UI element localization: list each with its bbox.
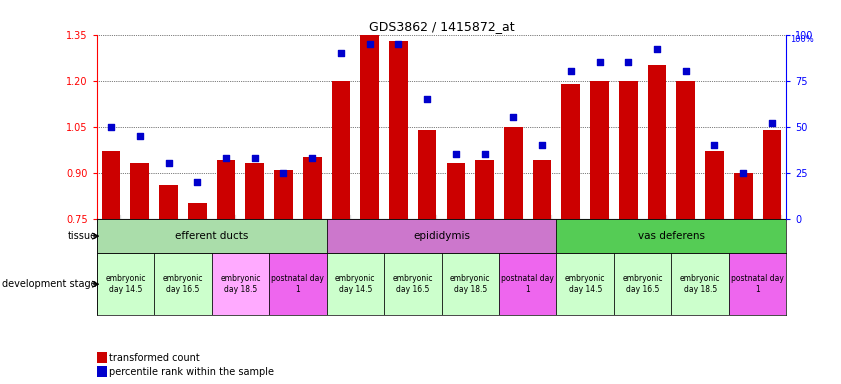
Bar <box>614 253 671 315</box>
Text: vas deferens: vas deferens <box>637 231 705 241</box>
Bar <box>648 65 666 219</box>
Point <box>708 142 722 148</box>
Bar <box>97 253 154 315</box>
Bar <box>384 253 442 315</box>
Text: tissue: tissue <box>67 231 97 241</box>
Text: embryonic
day 16.5: embryonic day 16.5 <box>622 275 663 294</box>
Bar <box>447 164 465 219</box>
Point <box>536 142 549 148</box>
Bar <box>562 84 580 219</box>
Bar <box>274 170 293 219</box>
Bar <box>130 164 149 219</box>
Point <box>478 151 491 157</box>
Bar <box>303 157 321 219</box>
Point <box>679 68 692 74</box>
Text: efferent ducts: efferent ducts <box>175 231 248 241</box>
Point <box>593 59 606 65</box>
Title: GDS3862 / 1415872_at: GDS3862 / 1415872_at <box>368 20 515 33</box>
Bar <box>671 253 729 315</box>
Bar <box>360 35 379 219</box>
Bar <box>705 151 724 219</box>
Point <box>564 68 578 74</box>
Text: embryonic
day 16.5: embryonic day 16.5 <box>393 275 433 294</box>
Point <box>220 155 233 161</box>
Bar <box>269 253 326 315</box>
Bar <box>217 161 235 219</box>
Text: postnatal day
1: postnatal day 1 <box>731 275 784 294</box>
Text: 100%: 100% <box>791 35 814 43</box>
Bar <box>331 81 351 219</box>
Bar <box>532 161 552 219</box>
Text: percentile rank within the sample: percentile rank within the sample <box>109 367 274 377</box>
Text: embryonic
day 14.5: embryonic day 14.5 <box>565 275 606 294</box>
Bar <box>154 253 212 315</box>
Bar <box>97 219 326 253</box>
Bar <box>389 41 408 219</box>
Text: embryonic
day 14.5: embryonic day 14.5 <box>105 275 145 294</box>
Point <box>650 46 664 52</box>
Text: embryonic
day 18.5: embryonic day 18.5 <box>680 275 721 294</box>
Point <box>420 96 434 102</box>
Point <box>248 155 262 161</box>
Text: epididymis: epididymis <box>413 231 470 241</box>
Bar <box>188 204 207 219</box>
Bar <box>246 164 264 219</box>
Bar <box>418 130 436 219</box>
Point <box>277 170 290 176</box>
Bar <box>102 151 120 219</box>
Text: embryonic
day 18.5: embryonic day 18.5 <box>220 275 261 294</box>
Text: transformed count: transformed count <box>109 353 200 362</box>
Bar <box>590 81 609 219</box>
Bar <box>326 253 384 315</box>
Point <box>392 41 405 47</box>
Point <box>334 50 347 56</box>
Bar <box>676 81 696 219</box>
Bar <box>326 219 557 253</box>
Bar <box>729 253 786 315</box>
Text: postnatal day
1: postnatal day 1 <box>501 275 554 294</box>
Bar <box>557 253 614 315</box>
Bar <box>734 173 753 219</box>
Bar <box>212 253 269 315</box>
Point <box>363 41 377 47</box>
Point <box>621 59 635 65</box>
Point <box>104 124 118 130</box>
Point <box>765 120 779 126</box>
Point <box>737 170 750 176</box>
Bar <box>619 81 637 219</box>
Bar <box>499 253 557 315</box>
Bar <box>763 130 781 219</box>
Point <box>305 155 319 161</box>
Text: embryonic
day 14.5: embryonic day 14.5 <box>335 275 376 294</box>
Bar <box>504 127 523 219</box>
Text: embryonic
day 16.5: embryonic day 16.5 <box>162 275 204 294</box>
Point <box>161 161 175 167</box>
Bar <box>159 185 178 219</box>
Bar <box>442 253 499 315</box>
Bar <box>557 219 786 253</box>
Text: postnatal day
1: postnatal day 1 <box>272 275 325 294</box>
Point <box>506 114 520 121</box>
Point <box>449 151 463 157</box>
Bar <box>475 161 494 219</box>
Text: embryonic
day 18.5: embryonic day 18.5 <box>450 275 490 294</box>
Point <box>191 179 204 185</box>
Text: development stage: development stage <box>2 279 97 289</box>
Point <box>133 133 146 139</box>
